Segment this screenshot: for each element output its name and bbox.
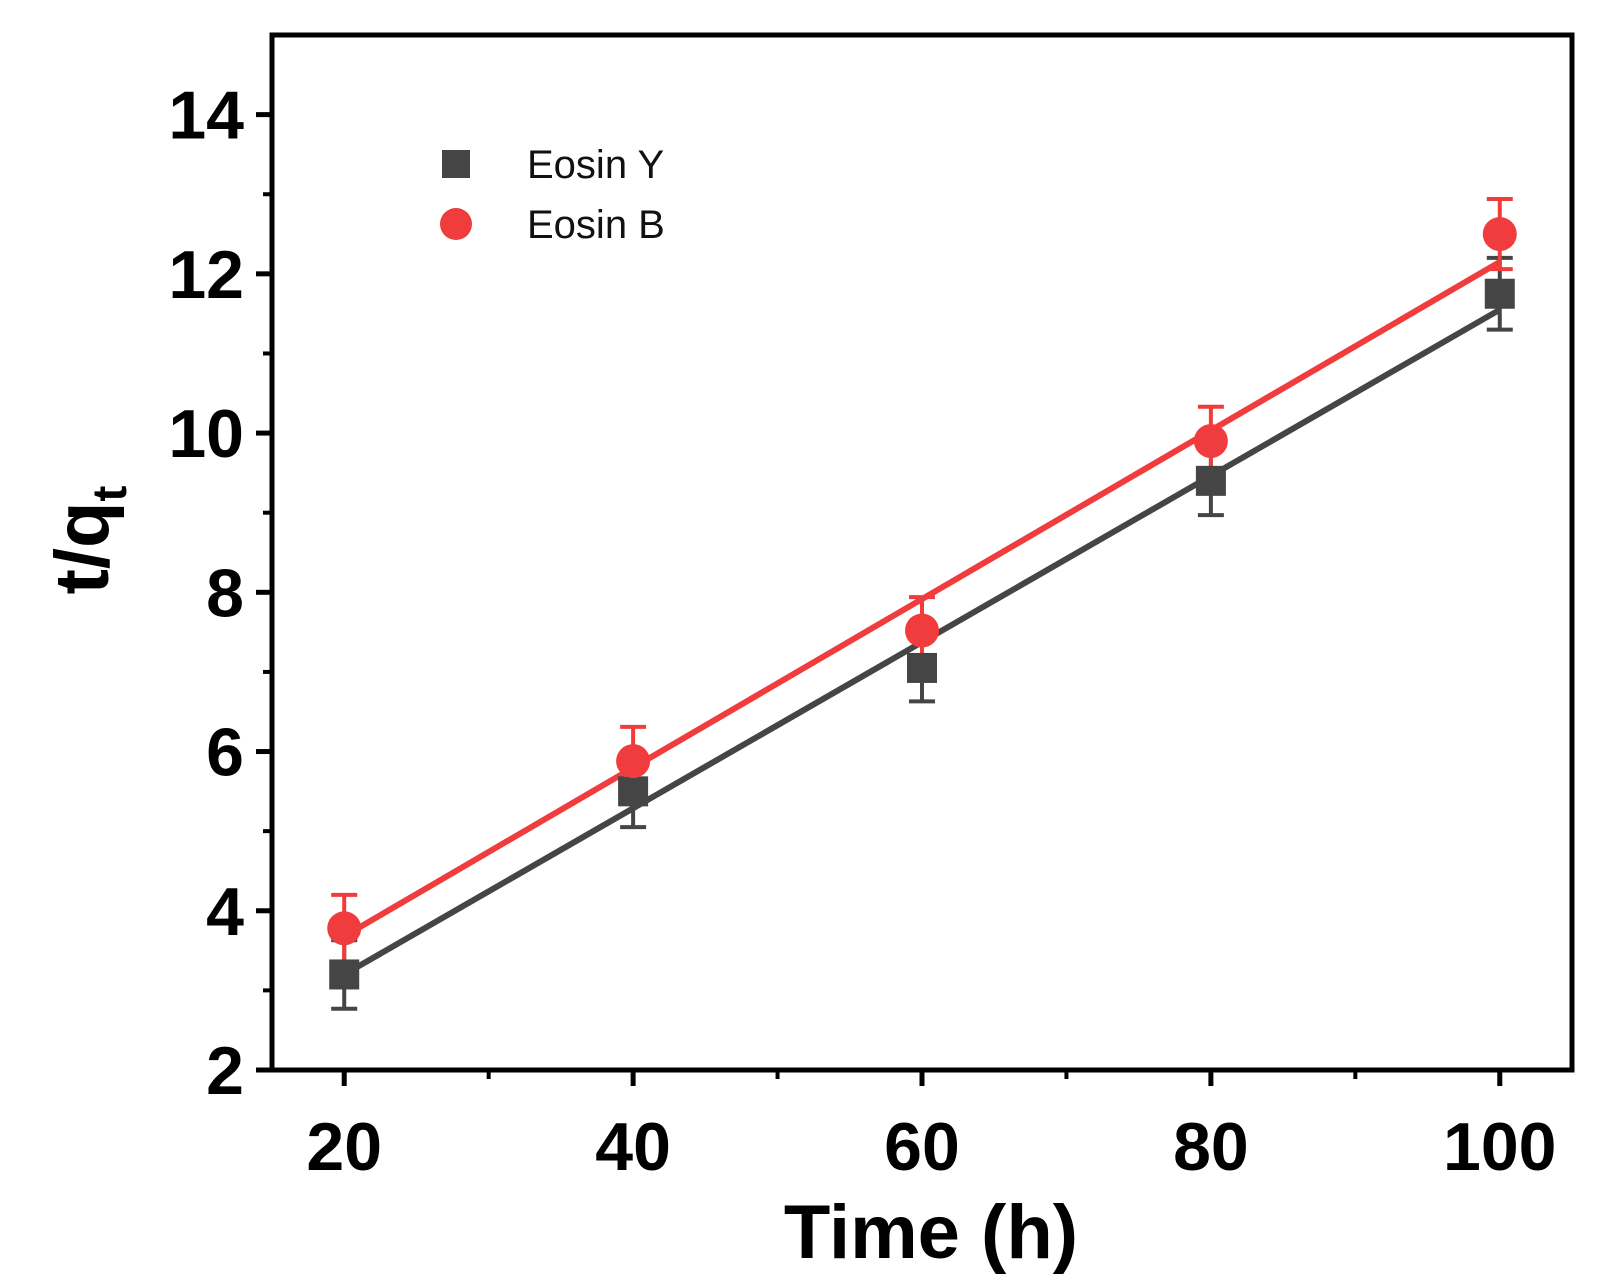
y-tick-label: 2	[206, 1033, 244, 1109]
y-axis-title-main: t/q	[40, 502, 125, 595]
data-point-eosin-b	[1193, 424, 1228, 459]
data-point-eosin-y	[1195, 465, 1226, 496]
data-point-eosin-b	[1482, 217, 1517, 252]
legend-label-eosin-y: Eosin Y	[527, 143, 664, 187]
y-tick-labels: 2 4 6 8 10 12 14	[168, 78, 244, 1109]
y-axis-title-subscript: t	[84, 486, 137, 502]
data-point-eosin-y	[1484, 278, 1515, 309]
x-tick-label: 20	[306, 1109, 382, 1185]
x-tick-label: 100	[1443, 1109, 1556, 1185]
data-point-eosin-y	[618, 776, 649, 807]
legend: Eosin Y Eosin B	[440, 143, 665, 247]
y-tick-label: 14	[168, 78, 244, 154]
data-point-eosin-b	[327, 911, 362, 946]
data-point-eosin-b	[616, 744, 651, 779]
y-axis-title: t/qt	[40, 486, 137, 595]
y-tick-label: 12	[168, 237, 244, 313]
data-point-eosin-b	[905, 613, 939, 648]
x-tick-label: 40	[595, 1109, 671, 1185]
data-point-eosin-y	[907, 652, 937, 683]
x-tick-label: 80	[1173, 1109, 1249, 1185]
legend-marker-eosin-y	[442, 150, 470, 178]
x-tick-labels: 20 40 60 80 100	[306, 1109, 1556, 1185]
y-tick-label: 8	[206, 555, 244, 631]
data-markers	[327, 217, 1517, 990]
y-tick-label: 4	[206, 874, 244, 950]
data-point-eosin-y	[329, 959, 360, 990]
axis-ticks	[256, 112, 1503, 1086]
x-tick-label: 60	[884, 1109, 960, 1185]
x-axis-title: Time (h)	[784, 1190, 1078, 1275]
y-tick-label: 6	[206, 715, 244, 791]
svg-text:t/qt: t/qt	[40, 486, 137, 595]
legend-label-eosin-b: Eosin B	[527, 203, 665, 247]
legend-marker-eosin-b	[440, 208, 472, 240]
y-tick-label: 10	[168, 396, 244, 472]
